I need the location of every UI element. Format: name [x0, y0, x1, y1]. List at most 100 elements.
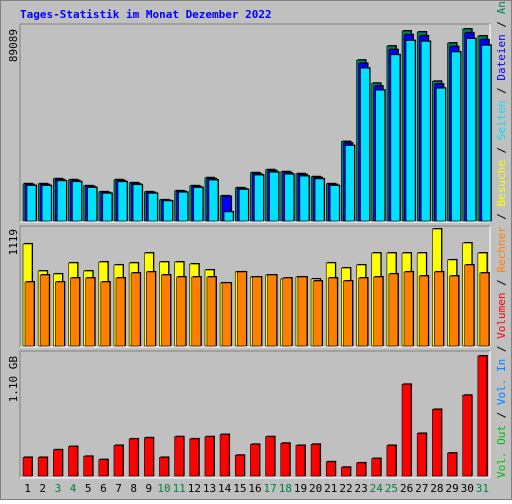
x-tick-label: 9 [146, 482, 153, 495]
bar [41, 185, 52, 222]
bar [68, 446, 78, 477]
bar [72, 181, 82, 222]
bar [132, 184, 143, 222]
bar [208, 179, 219, 222]
x-tick-label: 25 [385, 482, 398, 495]
bar [341, 466, 351, 477]
bar [265, 436, 275, 477]
bar [223, 211, 234, 222]
bar [477, 355, 488, 477]
bar [299, 175, 310, 222]
legend-entry: Anfragen [495, 0, 508, 14]
legend-separator: / [495, 405, 508, 425]
x-tick-label: 26 [400, 482, 413, 495]
x-tick-label: 27 [415, 482, 428, 495]
x-tick-label: 15 [233, 482, 246, 495]
x-tick-label: 20 [309, 482, 322, 495]
bar [314, 178, 325, 222]
y-tick-label: 89089 [7, 29, 20, 62]
bar [356, 462, 366, 477]
bar [312, 280, 323, 347]
legend-separator: / [495, 206, 508, 226]
legend-separator: / [495, 81, 508, 101]
bar [102, 193, 113, 222]
bar [70, 277, 80, 347]
y-tick-label: 1.10 GB [7, 356, 20, 403]
bar [481, 45, 492, 222]
bar [282, 277, 293, 347]
x-tick-label: 11 [173, 482, 186, 495]
bar [432, 409, 442, 477]
bar [113, 445, 124, 477]
bar [447, 452, 457, 477]
bar [98, 459, 109, 477]
bar [24, 281, 35, 347]
x-tick-label: 22 [339, 482, 352, 495]
bar [464, 264, 474, 347]
bar [280, 442, 291, 477]
x-tick-label: 24 [370, 482, 384, 495]
bar [436, 87, 446, 222]
bar [83, 456, 93, 477]
bar [100, 281, 111, 347]
bar [416, 433, 427, 477]
bar [219, 434, 230, 477]
bar [284, 173, 295, 222]
x-tick-label: 12 [188, 482, 201, 495]
legend-entry: Vol. Out [495, 425, 508, 478]
bar [269, 171, 279, 222]
x-tick-label: 8 [130, 482, 137, 495]
bar [189, 438, 200, 477]
x-tick-label: 6 [100, 482, 107, 495]
bar [327, 277, 338, 347]
bar [405, 40, 416, 222]
x-tick-label: 18 [279, 482, 292, 495]
bar [297, 276, 308, 347]
legend: Vol. Out / Vol. In / Volumen / Rechner /… [495, 0, 508, 478]
bar [449, 275, 459, 347]
legend-separator: / [495, 273, 508, 293]
bar [358, 277, 368, 347]
bar [130, 272, 141, 347]
x-tick-label: 14 [218, 482, 232, 495]
bar [147, 193, 158, 222]
bar [451, 51, 461, 222]
bar [267, 274, 277, 347]
x-tick-label: 19 [294, 482, 307, 495]
bar [26, 185, 37, 222]
x-tick-label: 4 [70, 482, 77, 495]
bar [250, 444, 260, 477]
legend-entry: Vol. In [495, 359, 508, 405]
bar [87, 187, 97, 222]
legend-entry: Volumen [495, 293, 508, 339]
bar [178, 192, 188, 222]
x-tick-label: 31 [476, 482, 489, 495]
bar [325, 461, 336, 477]
bar [85, 277, 95, 347]
bar [204, 436, 215, 477]
bar [310, 444, 321, 477]
bar [234, 454, 245, 477]
bar [143, 437, 154, 477]
bar [161, 274, 171, 347]
bar [174, 436, 184, 477]
chart-title: Tages-Statistik im Monat Dezember 2022 [20, 8, 272, 21]
bar [176, 276, 186, 347]
legend-separator: / [495, 140, 508, 160]
bar [388, 273, 399, 347]
bar [466, 38, 476, 222]
bar [371, 458, 382, 477]
bar [375, 89, 386, 222]
x-tick-label: 10 [157, 482, 170, 495]
bar [236, 271, 247, 347]
bar [191, 276, 202, 347]
x-tick-label: 23 [355, 482, 368, 495]
bar [39, 274, 50, 347]
legend-entry: Seiten [495, 100, 508, 140]
bar [252, 276, 262, 347]
bar [145, 271, 156, 347]
bar [37, 457, 48, 477]
bar [401, 384, 412, 477]
x-tick-label: 3 [55, 482, 62, 495]
